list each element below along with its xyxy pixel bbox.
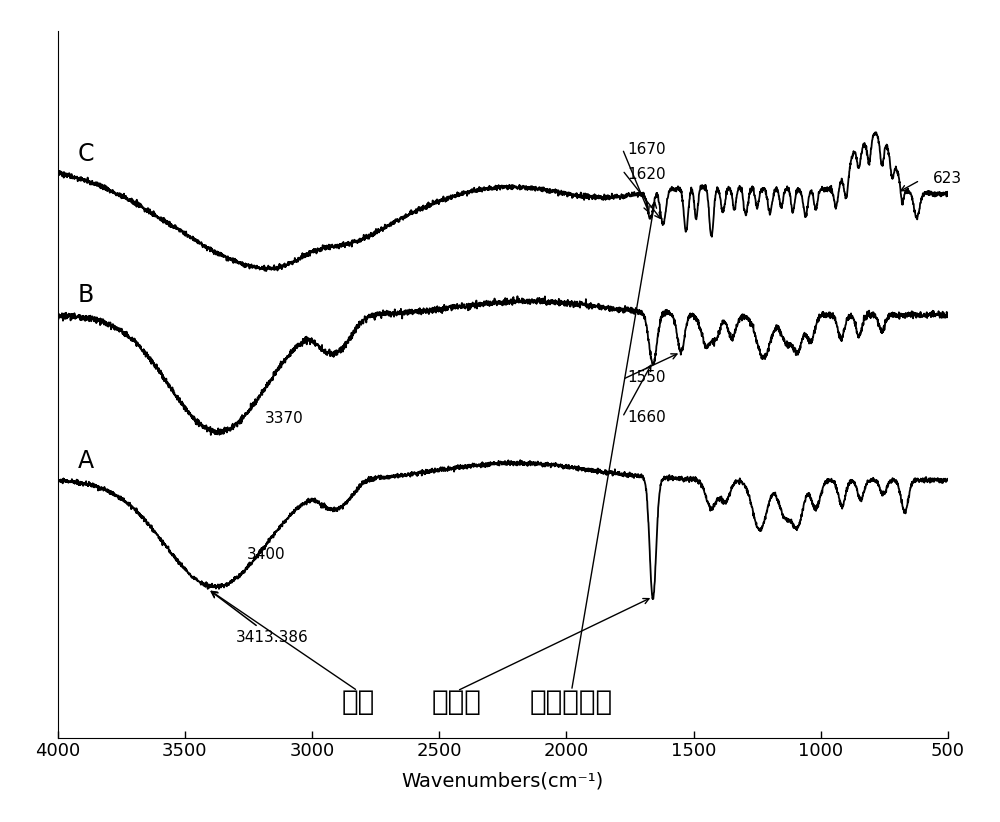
Text: 1550: 1550 <box>627 370 666 385</box>
Text: 3413.386: 3413.386 <box>211 592 308 645</box>
Text: A: A <box>78 449 94 473</box>
Text: B: B <box>78 283 94 307</box>
Text: 1670: 1670 <box>627 141 666 157</box>
Text: C: C <box>78 142 94 166</box>
Text: 3370: 3370 <box>265 411 304 426</box>
Text: 3400: 3400 <box>247 547 286 561</box>
Text: 酰胺基: 酰胺基 <box>432 688 482 716</box>
X-axis label: Wavenumbers(cm⁻¹): Wavenumbers(cm⁻¹) <box>402 772 604 791</box>
Text: 羟基: 羟基 <box>341 688 374 716</box>
Text: 水合氧化锄: 水合氧化锄 <box>530 688 613 716</box>
Text: 623: 623 <box>933 171 962 186</box>
Text: 1620: 1620 <box>627 167 666 182</box>
Text: 1660: 1660 <box>627 410 666 425</box>
